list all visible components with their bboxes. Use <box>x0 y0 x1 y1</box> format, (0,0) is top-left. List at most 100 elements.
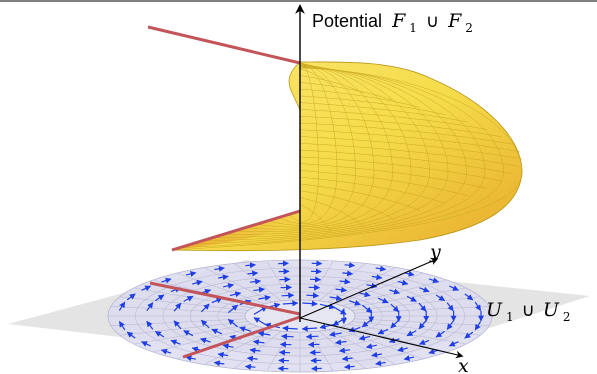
surface-mesh-line <box>299 170 468 197</box>
field-arrow <box>474 301 482 312</box>
field-arrow <box>253 317 268 326</box>
field-arrow <box>361 318 373 328</box>
field-arrow <box>305 333 319 340</box>
field-arrow <box>397 346 408 353</box>
y-axis-label: y <box>429 241 441 263</box>
field-arrow <box>229 291 242 298</box>
surface-mesh-line <box>299 183 421 211</box>
x-axis <box>299 317 464 359</box>
field-arrow <box>449 285 459 291</box>
field-arrow <box>339 278 351 285</box>
field-arrow <box>332 306 347 315</box>
surface-mesh-line <box>299 190 393 219</box>
y-axis <box>299 257 439 319</box>
field-arrow <box>341 355 353 362</box>
field-arrow <box>214 265 225 272</box>
field-arrow <box>118 320 126 331</box>
surface-mesh-line <box>299 68 332 86</box>
field-arrow <box>239 326 252 332</box>
field-arrow <box>338 347 351 354</box>
field-arrow <box>375 265 387 272</box>
field-arrow <box>154 330 165 338</box>
field-arrow <box>213 360 225 367</box>
field-arrow <box>249 347 261 354</box>
field-arrow <box>173 320 182 330</box>
field-arrow <box>200 319 210 329</box>
field-arrow <box>406 330 417 337</box>
surface-mesh-line <box>299 88 421 108</box>
surface-mesh-line <box>299 115 502 138</box>
surface-mesh-arc <box>257 63 375 228</box>
field-arrow <box>227 318 239 328</box>
surface-mesh-line <box>299 109 487 130</box>
field-arrow <box>160 348 172 355</box>
surface-mesh-arc <box>203 66 467 242</box>
field-arrow <box>222 343 234 350</box>
field-arrow <box>146 320 154 330</box>
surface-mesh-arc <box>171 67 523 251</box>
field-arrow <box>377 328 389 335</box>
surface-mesh-line <box>299 163 487 189</box>
surface-cut-lower <box>171 209 301 252</box>
surface-mesh-line <box>299 122 514 145</box>
field-arrow <box>217 351 229 358</box>
field-arrow <box>200 303 210 313</box>
field-arrow <box>377 297 389 304</box>
field-arrow <box>252 339 265 346</box>
domain-label: U 1 ∪ U 2 <box>486 299 571 325</box>
surface-mesh-line <box>299 102 468 123</box>
field-arrow <box>246 355 258 362</box>
field-arrow <box>435 330 445 338</box>
field-arrow <box>247 270 259 277</box>
potential-label: Potential F 1 ∪ F 2 <box>312 10 473 36</box>
field-arrow <box>301 325 318 332</box>
field-arrow <box>185 270 197 277</box>
field-arrow <box>126 293 136 301</box>
field-arrow <box>192 279 203 286</box>
field-arrow <box>211 328 223 335</box>
field-arrow <box>448 340 459 347</box>
field-arrow <box>161 277 172 284</box>
field-arrow <box>223 282 235 289</box>
field-arrow <box>390 303 400 313</box>
field-arrow <box>365 343 377 350</box>
field-arrow <box>218 274 229 281</box>
plane-cut-lower <box>182 315 301 359</box>
field-arrow <box>257 330 271 337</box>
field-arrow <box>344 363 355 370</box>
field-arrow <box>329 331 342 338</box>
field-arrow <box>404 270 415 277</box>
field-arrow <box>141 285 152 292</box>
field-arrow <box>170 339 181 346</box>
field-arrow <box>397 279 409 286</box>
field-arrow <box>418 339 430 345</box>
field-arrow <box>348 300 361 306</box>
surface-mesh-arc <box>193 66 486 245</box>
surface-mesh-arc <box>289 62 319 223</box>
field-arrow <box>403 355 415 362</box>
field-arrow <box>435 294 446 302</box>
field-arrow <box>185 355 196 362</box>
field-arrow <box>361 304 373 314</box>
surface-mesh-line <box>299 143 520 167</box>
surface-mesh-line <box>299 136 523 160</box>
field-arrow <box>371 274 383 281</box>
field-arrow <box>375 360 386 367</box>
field-arrow <box>474 321 482 331</box>
field-arrow <box>245 262 256 269</box>
field-arrow <box>358 334 371 341</box>
field-arrow <box>282 300 299 307</box>
field-arrow <box>281 292 295 299</box>
field-arrow <box>335 286 348 293</box>
field-arrow <box>366 282 378 289</box>
field-arrow <box>126 331 136 339</box>
surface-mesh-arc <box>182 67 504 248</box>
field-arrow <box>418 320 427 330</box>
field-arrow <box>406 295 417 302</box>
surface-mesh-line <box>299 176 446 204</box>
field-arrow <box>282 325 298 332</box>
field-arrow <box>281 333 294 340</box>
field-arrow <box>227 304 239 314</box>
field-arrow <box>329 295 343 302</box>
